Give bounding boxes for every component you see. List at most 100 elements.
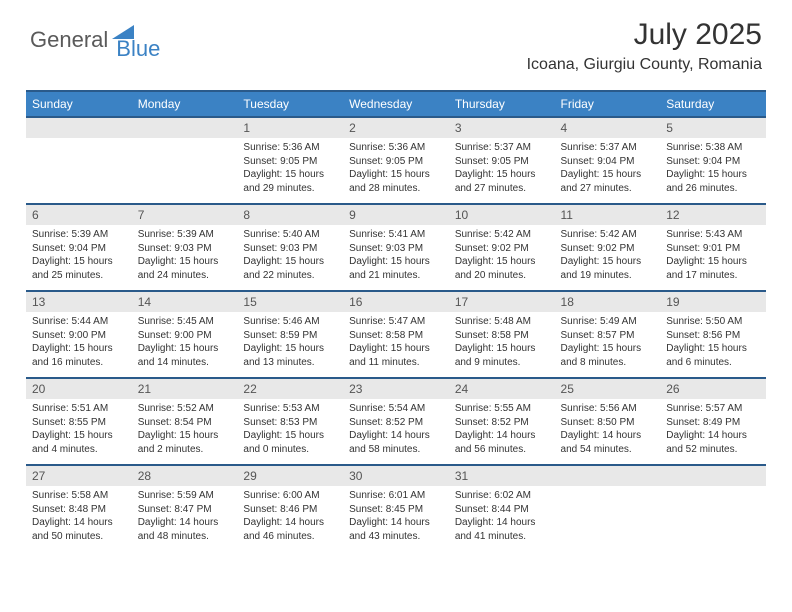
day-number-cell: 7 [132,204,238,225]
daylight-line: Daylight: 15 hours and 6 minutes. [666,342,760,369]
sunrise-line: Sunrise: 5:56 AM [561,402,655,416]
sunset-line: Sunset: 8:49 PM [666,416,760,430]
calendar-table: Sunday Monday Tuesday Wednesday Thursday… [26,90,766,552]
day-number-cell: 3 [449,117,555,138]
sunset-line: Sunset: 9:04 PM [561,155,655,169]
sunset-line: Sunset: 9:04 PM [32,242,126,256]
daynum-row: 12345 [26,117,766,138]
logo: General Blue [30,18,160,62]
day-data-cell: Sunrise: 5:41 AMSunset: 9:03 PMDaylight:… [343,225,449,291]
daynum-row: 6789101112 [26,204,766,225]
daylight-line: Daylight: 15 hours and 14 minutes. [138,342,232,369]
sunset-line: Sunset: 9:04 PM [666,155,760,169]
day-number-cell: 4 [555,117,661,138]
sunrise-line: Sunrise: 5:57 AM [666,402,760,416]
sunset-line: Sunset: 8:56 PM [666,329,760,343]
daylight-line: Daylight: 15 hours and 16 minutes. [32,342,126,369]
day-number-cell: 18 [555,291,661,312]
day-number-cell: 28 [132,465,238,486]
calendar-body: 12345 Sunrise: 5:36 AM Sunset: 9:05 PM Dayl… [26,117,766,552]
data-row: Sunrise: 5:36 AM Sunset: 9:05 PM Daylight:… [26,138,766,204]
day-data-cell: Sunrise: 5:52 AMSunset: 8:54 PMDaylight:… [132,399,238,465]
sunrise-line: Sunrise: 5:52 AM [138,402,232,416]
day-number-cell: 19 [660,291,766,312]
sunset-line: Sunset: 9:02 PM [455,242,549,256]
daylight-line: Daylight: 15 hours and 9 minutes. [455,342,549,369]
day-number-cell: 29 [237,465,343,486]
sunrise-line: Sunrise: 5:58 AM [32,489,126,503]
daylight-line: Daylight: 14 hours and 41 minutes. [455,516,549,543]
sunrise-line: Sunrise: 6:01 AM [349,489,443,503]
daylight-line: Daylight: 14 hours and 58 minutes. [349,429,443,456]
sunset-line: Sunset: 8:57 PM [561,329,655,343]
day-number-cell: 12 [660,204,766,225]
sunrise-line: Sunrise: 5:38 AM [666,141,760,155]
weekday-friday: Friday [555,91,661,117]
sunrise-line: Sunrise: 5:44 AM [32,315,126,329]
sunrise-line: Sunrise: 5:40 AM [243,228,337,242]
daylight-line: Daylight: 14 hours and 50 minutes. [32,516,126,543]
day-data-cell: Sunrise: 5:45 AMSunset: 9:00 PMDaylight:… [132,312,238,378]
sunrise-line: Sunrise: 5:36 AM [349,141,443,155]
daylight-line: Daylight: 14 hours and 56 minutes. [455,429,549,456]
day-number-cell [26,117,132,138]
sunset-line: Sunset: 9:01 PM [666,242,760,256]
day-number-cell: 14 [132,291,238,312]
daylight-line: Daylight: 15 hours and 11 minutes. [349,342,443,369]
sunset-line: Sunset: 9:03 PM [349,242,443,256]
day-data-cell: Sunrise: 5:44 AMSunset: 9:00 PMDaylight:… [26,312,132,378]
day-data-cell: Sunrise: 5:39 AMSunset: 9:03 PMDaylight:… [132,225,238,291]
sunrise-line: Sunrise: 5:46 AM [243,315,337,329]
page-header: General Blue July 2025 Icoana, Giurgiu C… [0,0,792,82]
weekday-thursday: Thursday [449,91,555,117]
daylight-line: Daylight: 15 hours and 21 minutes. [349,255,443,282]
day-number-cell: 21 [132,378,238,399]
sunrise-line: Sunrise: 5:42 AM [561,228,655,242]
logo-part2: Blue [116,36,160,62]
sunset-line: Sunset: 8:50 PM [561,416,655,430]
day-data-cell: Sunrise: 5:36 AMSunset: 9:05 PMDaylight:… [343,138,449,204]
sunrise-line: Sunrise: 5:39 AM [138,228,232,242]
sunrise-line: Sunrise: 5:50 AM [666,315,760,329]
day-number-cell: 10 [449,204,555,225]
day-data-cell: Sunrise: 5:58 AMSunset: 8:48 PMDaylight:… [26,486,132,552]
day-data-cell [555,486,661,552]
sunrise-line: Sunrise: 5:53 AM [243,402,337,416]
day-number-cell: 22 [237,378,343,399]
day-data-cell: Sunrise: 6:01 AMSunset: 8:45 PMDaylight:… [343,486,449,552]
sunrise-line: Sunrise: 5:43 AM [666,228,760,242]
sunset-line: Sunset: 9:02 PM [561,242,655,256]
day-number-cell: 9 [343,204,449,225]
title-block: July 2025 Icoana, Giurgiu County, Romani… [527,18,762,74]
day-data-cell: Sunrise: 5:53 AMSunset: 8:53 PMDaylight:… [237,399,343,465]
sunrise-line: Sunrise: 5:49 AM [561,315,655,329]
sunset-line: Sunset: 9:05 PM [243,155,337,169]
daylight-line: Daylight: 14 hours and 43 minutes. [349,516,443,543]
day-number-cell: 26 [660,378,766,399]
logo-part1: General [30,27,108,53]
sunrise-line: Sunrise: 5:37 AM [455,141,549,155]
sunset-line: Sunset: 9:03 PM [138,242,232,256]
weekday-tuesday: Tuesday [237,91,343,117]
sunrise-line: Sunrise: 5:37 AM [561,141,655,155]
sunrise-line: Sunrise: 5:59 AM [138,489,232,503]
sunset-line: Sunset: 9:00 PM [32,329,126,343]
sunset-line: Sunset: 8:44 PM [455,503,549,517]
sunrise-line: Sunrise: 5:45 AM [138,315,232,329]
daylight-line: Daylight: 15 hours and 27 minutes. [561,168,655,195]
data-row: Sunrise: 5:44 AMSunset: 9:00 PMDaylight:… [26,312,766,378]
sunset-line: Sunset: 8:48 PM [32,503,126,517]
data-row: Sunrise: 5:39 AM Sunset: 9:04 PM Daylight:… [26,225,766,291]
weekday-wednesday: Wednesday [343,91,449,117]
day-number-cell [132,117,238,138]
sunset-line: Sunset: 8:55 PM [32,416,126,430]
day-data-cell: Sunrise: 5:37 AMSunset: 9:05 PMDaylight:… [449,138,555,204]
daylight-line: Daylight: 15 hours and 26 minutes. [666,168,760,195]
day-number-cell: 17 [449,291,555,312]
sunrise-line: Sunrise: 5:54 AM [349,402,443,416]
daylight-line: Daylight: 14 hours and 52 minutes. [666,429,760,456]
weekday-header-row: Sunday Monday Tuesday Wednesday Thursday… [26,91,766,117]
day-number-cell: 24 [449,378,555,399]
sunset-line: Sunset: 9:05 PM [455,155,549,169]
day-number-cell [555,465,661,486]
